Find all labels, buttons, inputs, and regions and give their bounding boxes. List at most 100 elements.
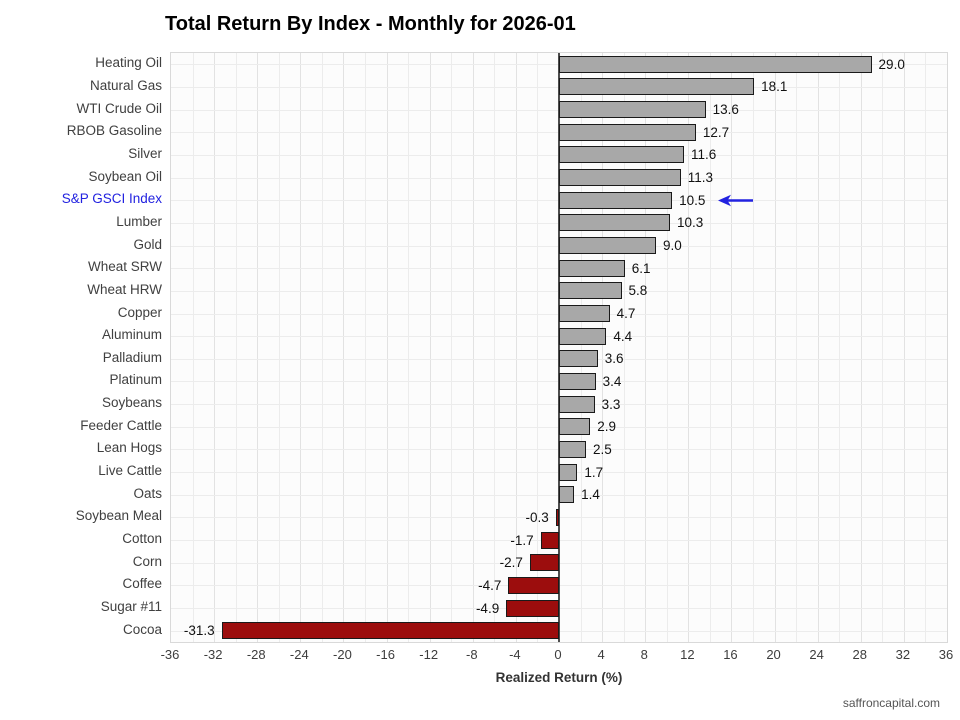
bar (559, 78, 755, 96)
chart-title: Total Return By Index - Monthly for 2026… (165, 13, 576, 35)
grid-line-v (472, 53, 474, 642)
x-tick-label: 0 (554, 647, 562, 662)
grid-line-v (882, 53, 884, 642)
category-label: Palladium (102, 349, 162, 365)
grid-line-v (602, 53, 604, 642)
bar (559, 327, 607, 345)
category-label: Sugar #11 (100, 599, 162, 615)
category-label: Soybean Oil (88, 168, 162, 184)
value-label: 3.3 (601, 396, 621, 412)
category-label: Oats (133, 485, 162, 501)
grid-line-v (451, 53, 453, 642)
value-label: -31.3 (183, 623, 215, 639)
value-label: 11.3 (687, 170, 714, 186)
category-label: Cocoa (122, 621, 162, 637)
x-tick-label: 24 (809, 647, 824, 662)
bar (506, 599, 559, 617)
bar (559, 169, 681, 187)
category-label: Soybeans (101, 395, 162, 411)
category-label: Heating Oil (95, 55, 162, 71)
value-label: 5.8 (628, 283, 648, 299)
category-label: Aluminum (101, 327, 162, 343)
grid-line-v (709, 53, 711, 642)
grid-line-v (278, 53, 280, 642)
bar (559, 123, 696, 141)
value-label: 4.4 (613, 328, 633, 344)
bar (559, 237, 656, 255)
bar (508, 576, 559, 594)
x-tick-label: -20 (333, 647, 352, 662)
category-label: Cotton (122, 531, 162, 547)
source-credit: saffroncapital.com (842, 696, 940, 710)
x-tick-label: -24 (289, 647, 309, 662)
bar (559, 440, 586, 458)
grid-line-v (192, 53, 194, 642)
grid-line-v (688, 53, 690, 642)
category-label: Platinum (109, 372, 162, 388)
value-label: 10.3 (677, 215, 704, 231)
grid-line-v (925, 53, 927, 642)
grid-line-v (903, 53, 905, 642)
x-tick-label: 8 (640, 647, 648, 662)
value-label: 12.7 (702, 124, 730, 140)
bar (559, 146, 685, 164)
grid-line-v (515, 53, 517, 642)
value-label: 3.4 (602, 373, 622, 389)
value-label: 3.6 (604, 351, 624, 367)
category-label: Silver (128, 145, 162, 161)
category-label: Soybean Meal (75, 508, 162, 524)
x-tick-label: 4 (597, 647, 605, 662)
category-label: Wheat SRW (87, 259, 162, 275)
category-label: Feeder Cattle (80, 417, 162, 433)
x-tick-label: -28 (246, 647, 266, 662)
bar (559, 463, 578, 481)
grid-line-v (774, 53, 776, 642)
grid-line-v (300, 53, 302, 642)
category-axis: Heating Oil Natural Gas WTI Crude Oil RBOB … (0, 52, 162, 643)
grid-line-v (731, 53, 733, 642)
value-label: 10.5 (679, 192, 706, 208)
value-label: 4.7 (616, 306, 636, 322)
grid-line-v (645, 53, 647, 642)
category-label: S&P GSCI Index (61, 191, 162, 207)
grid-line-v (235, 53, 237, 642)
x-tick-label: -36 (160, 647, 180, 662)
category-label: Corn (132, 553, 162, 569)
bar (559, 418, 591, 436)
bar (559, 191, 673, 209)
category-label: Gold (133, 236, 162, 252)
grid-line-v (623, 53, 625, 642)
bar (559, 486, 575, 504)
grid-line-v (796, 53, 798, 642)
value-label: 13.6 (712, 102, 739, 118)
bar (555, 508, 559, 526)
category-label: Copper (117, 304, 162, 320)
x-tick-label: 12 (680, 647, 695, 662)
grid-line-v (817, 53, 819, 642)
grid-line-v (214, 53, 216, 642)
value-label: -1.7 (510, 532, 534, 548)
value-label: 9.0 (663, 238, 682, 254)
bar (559, 372, 596, 390)
x-tick-label: -12 (419, 647, 439, 662)
bar (559, 305, 610, 323)
zero-line (558, 53, 560, 642)
category-label: Lean Hogs (96, 440, 162, 456)
value-label: -2.7 (499, 555, 523, 571)
x-tick-label: -16 (376, 647, 395, 662)
value-label: 1.7 (584, 464, 604, 480)
category-label: Lumber (116, 213, 162, 229)
category-label: Coffee (122, 576, 162, 592)
grid-line-v (753, 53, 754, 642)
bar (221, 622, 559, 640)
bar (559, 101, 706, 119)
value-label: 11.6 (691, 147, 717, 163)
bar (559, 55, 872, 73)
value-label: -4.7 (478, 577, 502, 593)
bar (559, 395, 595, 413)
highlight-arrow-icon (718, 194, 754, 207)
bar (540, 531, 559, 549)
value-label: -0.3 (525, 509, 549, 525)
grid-line-v (429, 53, 431, 642)
